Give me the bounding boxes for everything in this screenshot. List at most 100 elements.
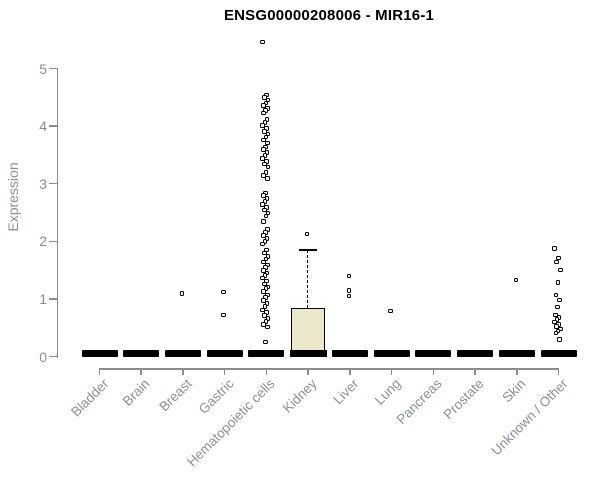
outlier-point <box>265 316 271 321</box>
outlier-point <box>264 117 270 123</box>
outlier-point <box>260 39 265 45</box>
x-tick <box>557 368 560 375</box>
y-tick <box>49 67 58 70</box>
outlier-point <box>221 289 226 295</box>
outlier-point <box>265 164 271 170</box>
y-tick-label: 2 <box>39 233 47 250</box>
outlier-point <box>261 103 267 108</box>
outlier-point <box>553 330 559 336</box>
outlier-point <box>260 123 265 128</box>
outlier-point <box>261 219 267 224</box>
outlier-point <box>260 275 265 281</box>
x-tick <box>223 368 226 375</box>
x-tick <box>182 368 184 375</box>
outlier-point <box>261 173 267 178</box>
outlier-point <box>553 292 559 298</box>
outlier-point <box>179 291 185 296</box>
outlier-point <box>263 213 269 219</box>
outlier-point <box>260 110 266 116</box>
y-tick <box>49 240 58 243</box>
collapsed-box-11 <box>540 350 577 357</box>
collapsed-box-0 <box>81 350 118 357</box>
collapsed-box-3 <box>206 350 243 357</box>
outlier-point <box>262 313 267 318</box>
outlier-point <box>263 339 268 345</box>
outlier-point <box>557 297 563 303</box>
chart-title: ENSG00000208006 - MIR16-1 <box>223 7 435 24</box>
x-tick <box>516 368 518 375</box>
x-tick <box>307 368 309 375</box>
y-tick <box>49 298 58 300</box>
outlier-point <box>265 210 271 216</box>
outlier-point <box>265 97 271 103</box>
collapsed-box-2 <box>164 350 201 357</box>
outlier-point <box>260 241 265 247</box>
x-tick <box>390 368 393 375</box>
outlier-point <box>265 176 270 181</box>
outlier-point <box>265 131 271 137</box>
outlier-point <box>557 337 563 343</box>
whisker-line <box>307 249 309 309</box>
outlier-point <box>262 281 267 287</box>
y-tick <box>49 182 58 185</box>
outlier-point <box>264 236 270 241</box>
y-tick-label: 3 <box>39 175 47 192</box>
outlier-point <box>261 321 267 327</box>
outlier-point <box>264 301 270 306</box>
y-tick-label: 1 <box>39 290 47 307</box>
collapsed-box-6 <box>331 350 368 357</box>
median-bar <box>289 350 327 357</box>
outlier-point <box>260 298 266 303</box>
outlier-point <box>555 304 560 310</box>
collapsed-box-9 <box>457 350 494 357</box>
y-axis-line <box>56 68 58 358</box>
x-axis-line <box>98 368 560 370</box>
outlier-point <box>346 293 352 299</box>
outlier-point <box>260 193 266 199</box>
x-tick <box>349 368 351 375</box>
collapsed-box-10 <box>498 350 535 357</box>
outlier-point <box>346 287 352 293</box>
outlier-point <box>262 250 267 256</box>
outlier-point <box>513 277 519 283</box>
y-tick-label: 0 <box>39 348 47 365</box>
y-tick <box>49 355 58 358</box>
outlier-point <box>552 319 558 325</box>
outlier-point <box>262 161 267 167</box>
x-tick <box>432 368 435 375</box>
collapsed-box-4 <box>248 350 285 357</box>
outlier-point <box>554 324 559 329</box>
outlier-point <box>260 307 265 313</box>
collapsed-box-1 <box>123 350 160 357</box>
outlier-point <box>552 246 558 252</box>
y-tick-label: 5 <box>39 60 47 77</box>
x-tick <box>265 368 268 375</box>
x-tick <box>474 368 476 375</box>
outlier-point <box>260 147 266 152</box>
outlier-point <box>261 137 267 143</box>
y-tick <box>49 125 58 127</box>
outlier-point <box>260 202 265 207</box>
outlier-point <box>346 273 352 279</box>
outlier-point <box>260 233 266 238</box>
outlier-point <box>557 267 563 273</box>
outlier-point <box>262 128 267 134</box>
x-tick <box>140 368 142 375</box>
outlier-point <box>261 259 267 265</box>
outlier-point <box>555 280 561 286</box>
outlier-point <box>221 312 226 318</box>
y-tick-label: 4 <box>39 118 47 135</box>
outlier-point <box>554 259 559 265</box>
outlier-point <box>304 231 310 237</box>
outlier-point <box>264 150 270 155</box>
whisker-cap <box>299 248 318 252</box>
y-axis-label: Expression <box>5 162 21 232</box>
outlier-point <box>264 196 270 201</box>
outlier-point <box>553 312 558 318</box>
outlier-point <box>388 308 393 314</box>
outlier-point <box>265 324 270 330</box>
outlier-point <box>261 289 267 294</box>
collapsed-box-7 <box>373 350 410 357</box>
collapsed-box-8 <box>415 350 452 357</box>
